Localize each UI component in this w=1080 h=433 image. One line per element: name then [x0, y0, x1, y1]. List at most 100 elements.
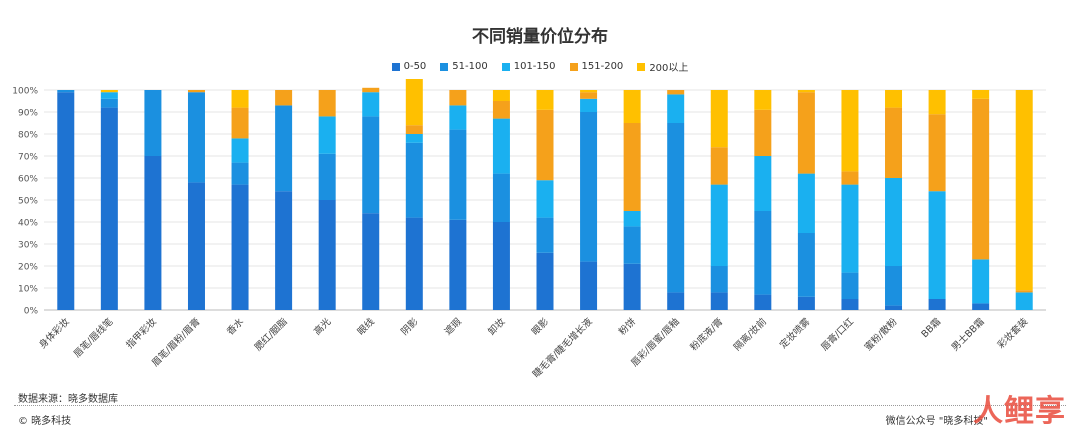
- bar-segment: [100, 90, 118, 93]
- bar-segment: [362, 87, 380, 93]
- bar-segment: [841, 90, 859, 172]
- legend-swatch-151-200: [569, 62, 578, 71]
- copyright: © 晓多科技: [18, 416, 72, 427]
- bar-segment: [667, 94, 685, 123]
- bar-segment: [710, 266, 728, 293]
- bar-segment: [187, 92, 205, 183]
- bar-segment: [57, 90, 75, 93]
- bar-segment: [492, 173, 510, 222]
- x-tick-label: 粉底液/膏: [688, 316, 726, 354]
- x-tick-label: 隔离/妆前: [731, 316, 769, 354]
- y-tick-label: 30%: [18, 241, 38, 251]
- x-tick-label: 定妆喷雾: [777, 315, 813, 351]
- bar-segment: [187, 90, 205, 93]
- y-tick-label: 10%: [18, 285, 38, 295]
- x-tick-label: 眼线: [355, 315, 377, 337]
- bar-segment: [1015, 90, 1033, 291]
- wechat-account: 微信公众号 "晓多科技": [885, 416, 988, 427]
- bar-segment: [667, 90, 685, 95]
- legend-label-200-plus: 200以上: [649, 63, 689, 74]
- x-tick-label: 遮瑕: [442, 315, 464, 337]
- bar-segment: [405, 125, 423, 134]
- legend-item-200-plus: 200以上: [637, 59, 688, 74]
- bar-segment: [580, 261, 598, 310]
- legend-label-101-150: 101-150: [513, 61, 556, 72]
- bar-segment: [754, 90, 772, 110]
- x-tick-label: 腮红/胭脂: [252, 315, 290, 353]
- bar-segment: [885, 90, 903, 108]
- x-tick-label: 高光: [311, 315, 333, 337]
- bar-segment: [797, 92, 815, 174]
- x-tick-label: 香水: [224, 315, 246, 337]
- bar-segment: [623, 263, 641, 310]
- bar-segment: [667, 123, 685, 293]
- legend-swatch-101-150: [501, 62, 510, 71]
- legend-swatch-200-plus: [637, 62, 646, 71]
- bar-segment: [885, 107, 903, 178]
- y-tick-label: 50%: [18, 197, 38, 207]
- y-tick-label: 20%: [18, 263, 38, 273]
- bar-segment: [623, 123, 641, 211]
- legend-swatch-0-50: [391, 62, 400, 71]
- bar-segment: [318, 153, 336, 200]
- footer-divider: [14, 405, 1066, 406]
- y-tick-label: 100%: [12, 87, 38, 97]
- y-tick-label: 0%: [24, 307, 39, 317]
- y-tick-label: 90%: [18, 109, 38, 119]
- legend-item-101-150: 101-150: [501, 59, 556, 74]
- bar-segment: [623, 211, 641, 227]
- x-tick-label: 蜜粉/散粉: [862, 315, 900, 353]
- bar-segment: [710, 90, 728, 148]
- y-tick-label: 40%: [18, 219, 38, 229]
- bar-segment: [972, 259, 990, 304]
- bar-segment: [275, 105, 293, 192]
- x-tick-label: 卸妆: [486, 315, 508, 337]
- y-tick-label: 60%: [18, 175, 38, 185]
- bar-segment: [405, 142, 423, 218]
- x-tick-label: 身体彩妆: [37, 315, 73, 351]
- bar-segment: [492, 90, 510, 101]
- x-tick-label: 眼影: [530, 316, 552, 338]
- bar-segment: [100, 98, 118, 108]
- x-tick-label: 粉饼: [616, 315, 638, 337]
- bar-segment: [841, 299, 859, 310]
- bar-segment: [623, 226, 641, 264]
- x-tick-label: 阴影: [399, 316, 421, 338]
- bar-segment: [536, 109, 554, 181]
- bar-segment: [754, 156, 772, 211]
- bar-segment: [449, 129, 467, 220]
- bar-segment: [492, 101, 510, 119]
- data-source: 数据来源：晓多数据库: [18, 394, 118, 405]
- bar-segment: [885, 305, 903, 310]
- bar-segment: [710, 184, 728, 266]
- bar-segment: [580, 90, 598, 93]
- bar-segment: [710, 147, 728, 185]
- bar-segment: [231, 107, 249, 139]
- bar-segment: [1015, 290, 1033, 293]
- bar-segment: [405, 217, 423, 310]
- bar-segment: [536, 90, 554, 110]
- bar-segment: [797, 233, 815, 297]
- bar-segment: [797, 296, 815, 310]
- bar-segment: [231, 90, 249, 108]
- x-tick-label: 唇膏/口红: [818, 315, 856, 353]
- legend-item-51-100: 51-100: [440, 59, 488, 74]
- bar-segment: [231, 138, 249, 163]
- legend-item-0-50: 0-50: [391, 59, 426, 74]
- bar-segment: [536, 252, 554, 310]
- bar-segment: [492, 118, 510, 174]
- legend-swatch-51-100: [440, 62, 449, 71]
- bar-segment: [449, 219, 467, 310]
- chart-title: 不同销量价位分布: [472, 27, 608, 47]
- bar-segment: [667, 292, 685, 310]
- bar-segment: [972, 98, 990, 260]
- bar-segment: [580, 92, 598, 99]
- bar-segment: [797, 173, 815, 233]
- bar-segment: [754, 109, 772, 156]
- bar-segment: [580, 112, 598, 262]
- bar-segment: [536, 217, 554, 253]
- y-tick-label: 80%: [18, 131, 38, 141]
- bar-segment: [405, 134, 423, 143]
- bar-segment: [885, 178, 903, 266]
